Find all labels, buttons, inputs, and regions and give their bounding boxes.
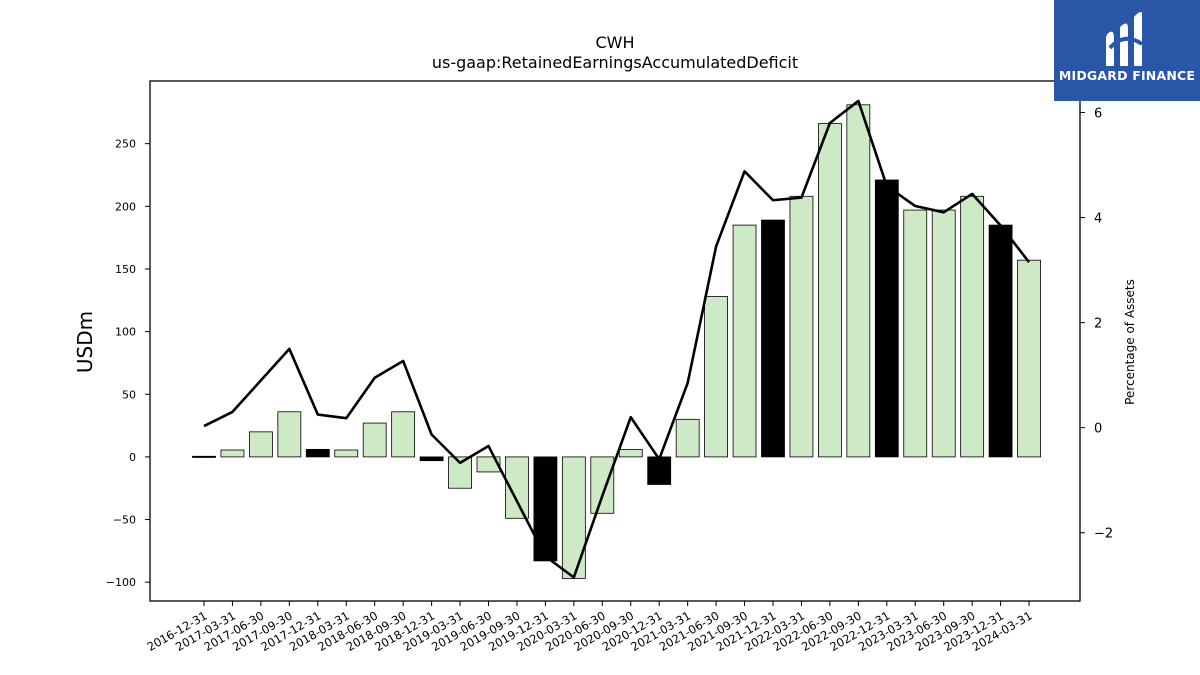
chart-subtitle: us-gaap:RetainedEarningsAccumulatedDefic… <box>432 53 798 72</box>
bar-2018-06-30 <box>362 422 387 458</box>
bar-2017-03-31 <box>220 449 245 458</box>
y-tick-label: −100 <box>106 576 136 589</box>
y-axis-label: USDm <box>73 311 97 373</box>
bar-2021-06-30 <box>704 296 728 458</box>
percent-of-assets-line <box>203 99 1031 579</box>
y-tick-label: 250 <box>115 138 136 151</box>
y-tick-label: 150 <box>115 263 136 276</box>
y2-axis-label: Percentage of Assets <box>1123 279 1137 405</box>
plot-frame <box>149 80 1081 602</box>
y2-tick-label: 6 <box>1094 107 1102 122</box>
bar-2022-09-30 <box>846 104 871 458</box>
bar-2018-03-31 <box>334 449 359 458</box>
y2-tick-label: 0 <box>1094 422 1102 437</box>
bar-2019-09-30 <box>505 456 529 519</box>
bar-2018-12-31 <box>419 456 444 462</box>
bar-2022-12-31 <box>874 179 899 458</box>
brand-logo: MIDGARD FINANCE <box>1054 0 1200 101</box>
y-tick-label: 200 <box>115 200 136 213</box>
bar-2021-09-30 <box>732 224 757 458</box>
bar-2017-09-30 <box>277 411 302 458</box>
y-tick-label: 50 <box>122 388 136 401</box>
bar-2017-06-30 <box>248 431 273 458</box>
bar-2024-03-31 <box>1017 259 1041 458</box>
y2-tick-label: 2 <box>1094 317 1102 332</box>
bar-2021-12-31 <box>761 219 785 458</box>
bar-2016-12-31 <box>192 455 216 458</box>
bars <box>192 104 1041 579</box>
bar-2022-03-31 <box>789 195 814 458</box>
bar-2020-12-31 <box>647 456 672 485</box>
bar-2020-06-30 <box>590 456 615 514</box>
bar-2019-03-31 <box>448 456 472 489</box>
bar-2021-03-31 <box>675 418 700 458</box>
y2-tick-label: −2 <box>1094 527 1113 542</box>
bar-2022-06-30 <box>818 123 842 458</box>
bar-2023-12-31 <box>988 224 1013 458</box>
bar-2019-12-31 <box>533 456 558 562</box>
y2-tick-label: 4 <box>1094 212 1102 227</box>
bar-2023-06-30 <box>931 209 956 458</box>
bar-2023-09-30 <box>960 195 985 458</box>
bar-2018-09-30 <box>391 411 416 458</box>
chart-title: CWH <box>595 33 634 52</box>
bar-2019-06-30 <box>476 456 501 473</box>
percent-line <box>203 99 1031 579</box>
y-tick-label: 100 <box>115 326 136 339</box>
bar-2017-12-31 <box>305 448 330 458</box>
y-tick-label: −50 <box>113 514 136 527</box>
bar-2020-09-30 <box>618 448 643 458</box>
brand-logo-text: MIDGARD FINANCE <box>1058 68 1196 83</box>
bar-2023-03-31 <box>903 209 928 458</box>
y-tick-label: 0 <box>129 451 136 464</box>
midgard-logo-icon <box>1106 12 1144 66</box>
bar-2020-03-31 <box>561 456 586 579</box>
